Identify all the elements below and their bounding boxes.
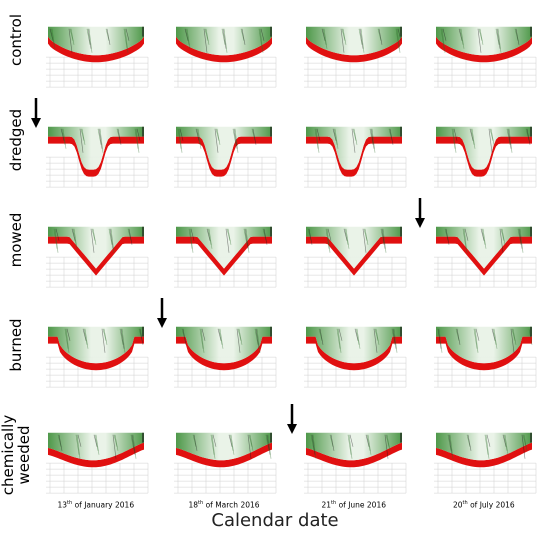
- row-label-line: control: [7, 14, 25, 66]
- vegetation-layer: [436, 226, 532, 269]
- vegetation-layer: [176, 126, 272, 170]
- channel-render-r0-c3: [434, 26, 537, 88]
- grid-floor: [174, 56, 277, 88]
- soil-layer: [176, 442, 272, 468]
- vegetation-layer: [436, 326, 532, 364]
- soil-layer: [176, 136, 272, 177]
- soil-layer: [48, 236, 144, 276]
- soil-layer: [436, 336, 532, 371]
- down-arrow-icon: [415, 198, 425, 228]
- grid-floor: [304, 156, 407, 188]
- soil-layer: [436, 36, 532, 63]
- row-label-4: chemically weeded: [0, 400, 33, 510]
- grid-floor: [304, 256, 407, 288]
- grid-floor: [434, 56, 537, 88]
- vegetation-layer: [306, 226, 402, 269]
- down-arrow-icon: [157, 298, 167, 328]
- down-arrow-icon: [31, 98, 41, 128]
- soil-layer: [436, 136, 532, 177]
- channel-render-r4-c3: [434, 432, 537, 494]
- row-label-line: weeded: [15, 425, 33, 485]
- row-label-1: dredged: [7, 85, 25, 195]
- channel-render-r0-c1: [174, 26, 277, 88]
- vegetation-layer: [306, 26, 402, 56]
- vegetation-layer: [306, 432, 402, 461]
- x-axis-label: Calendar date: [211, 510, 339, 531]
- channel-render-r0-c0: [46, 26, 149, 88]
- vegetation-layer: [436, 126, 532, 170]
- channel-render-r0-c2: [304, 26, 407, 88]
- vegetation-layer: [306, 126, 402, 170]
- vegetation-layer: [306, 326, 402, 364]
- channel-render-r4-c2: [304, 432, 407, 494]
- grid-floor: [434, 462, 537, 494]
- channel-render-r3-c0: [46, 326, 149, 388]
- vegetation-layer: [176, 432, 272, 461]
- channel-render-r3-c1: [174, 326, 277, 388]
- row-label-line: dredged: [7, 108, 25, 172]
- grid-floor: [46, 462, 149, 494]
- grid-floor: [304, 462, 407, 494]
- grid-floor: [174, 462, 277, 494]
- channel-render-r2-c3: [434, 226, 537, 288]
- soil-layer: [306, 236, 402, 276]
- vegetation-layer: [48, 432, 144, 461]
- row-label-0: control: [7, 0, 25, 95]
- vegetation-layer: [176, 326, 272, 364]
- row-label-2: mowed: [7, 185, 25, 295]
- channel-render-r2-c1: [174, 226, 277, 288]
- grid-floor: [46, 56, 149, 88]
- date-label-0: 13th of January 2016: [57, 500, 135, 510]
- date-label-1: 18th of March 2016: [188, 500, 260, 510]
- soil-layer: [436, 442, 532, 468]
- channel-render-r4-c0: [46, 432, 149, 494]
- channel-render-r2-c0: [46, 226, 149, 288]
- channel-render-r1-c3: [434, 126, 537, 188]
- channel-render-r1-c0: [46, 126, 149, 188]
- row-label-3: burned: [7, 290, 25, 400]
- channel-render-r4-c1: [174, 432, 277, 494]
- channel-render-r3-c3: [434, 326, 537, 388]
- row-label-line: chemically: [0, 414, 17, 496]
- row-label-line: mowed: [7, 212, 25, 268]
- soil-layer: [176, 336, 272, 371]
- soil-layer: [48, 136, 144, 177]
- channel-render-r1-c1: [174, 126, 277, 188]
- date-label-3: 20th of July 2016: [453, 500, 515, 510]
- vegetation-layer: [48, 126, 144, 170]
- soil-layer: [48, 36, 144, 63]
- soil-layer: [48, 336, 144, 371]
- soil-layer: [306, 336, 402, 371]
- soil-layer: [48, 442, 144, 468]
- vegetation-layer: [48, 226, 144, 269]
- date-label-2: 21th of June 2016: [321, 500, 387, 510]
- vegetation-layer: [176, 226, 272, 269]
- soil-layer: [306, 36, 402, 63]
- soil-layer: [306, 442, 402, 468]
- grid-floor: [46, 256, 149, 288]
- soil-layer: [176, 36, 272, 63]
- channel-render-r1-c2: [304, 126, 407, 188]
- vegetation-layer: [48, 326, 144, 364]
- channel-render-r3-c2: [304, 326, 407, 388]
- row-label-line: burned: [7, 318, 25, 372]
- soil-layer: [436, 236, 532, 276]
- down-arrow-icon: [287, 404, 297, 434]
- channel-render-r2-c2: [304, 226, 407, 288]
